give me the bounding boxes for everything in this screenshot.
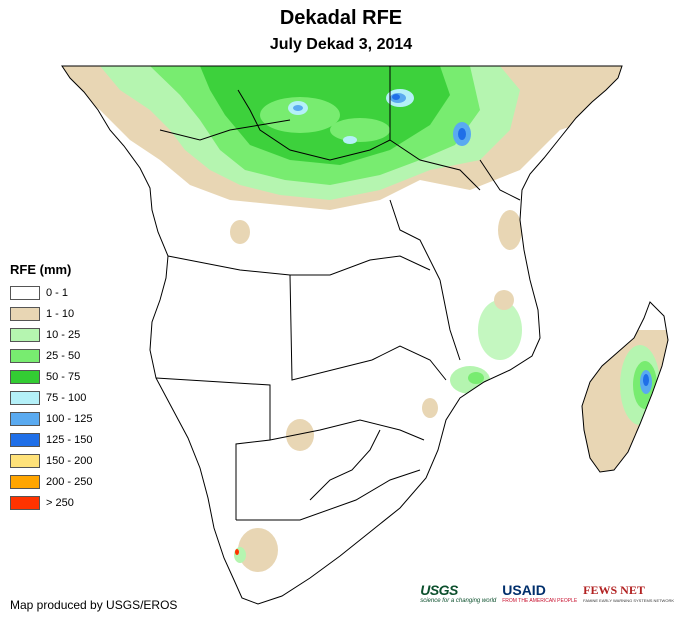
- map-credit: Map produced by USGS/EROS: [10, 598, 178, 612]
- legend-item: 25 - 50: [10, 345, 92, 366]
- legend-item: 200 - 250: [10, 471, 92, 492]
- legend-label: 75 - 100: [46, 391, 87, 404]
- legend-swatch: [10, 453, 40, 468]
- legend-swatch: [10, 306, 40, 321]
- legend-swatch: [10, 495, 40, 510]
- legend-label: 1 - 10: [46, 307, 75, 320]
- legend-item: 10 - 25: [10, 324, 92, 345]
- legend-swatch: [10, 432, 40, 447]
- usaid-logo-text: USAID: [502, 582, 546, 598]
- legend-label: 100 - 125: [46, 412, 93, 425]
- usgs-logo-text: USGS: [420, 582, 458, 598]
- legend-swatch: [10, 285, 40, 300]
- usaid-logo: USAID FROM THE AMERICAN PEOPLE: [502, 582, 577, 604]
- legend-item: 50 - 75: [10, 366, 92, 387]
- legend-label: 150 - 200: [46, 454, 93, 467]
- legend-swatch: [10, 348, 40, 363]
- legend-label: 25 - 50: [46, 349, 81, 362]
- usgs-tagline: science for a changing world: [420, 598, 497, 604]
- fewsnet-logo: FEWS NET FAMINE EARLY WARNING SYSTEMS NE…: [583, 583, 674, 603]
- legend-label: 10 - 25: [46, 328, 81, 341]
- legend-item: 125 - 150: [10, 429, 92, 450]
- legend-item: 150 - 200: [10, 450, 92, 471]
- legend-item: 1 - 10: [10, 303, 92, 324]
- map-title: Dekadal RFE: [279, 7, 403, 29]
- legend-swatch: [10, 474, 40, 489]
- country-borders: [61, 65, 669, 605]
- legend-label: 50 - 75: [46, 370, 81, 383]
- usaid-tagline: FROM THE AMERICAN PEOPLE: [502, 598, 578, 604]
- rainfall-field: [62, 66, 668, 572]
- legend-label: 0 - 1: [46, 286, 69, 299]
- legend-label: 200 - 250: [46, 475, 93, 488]
- legend-title: RFE (mm): [10, 262, 72, 277]
- logo-strip: USGS science for a changing world USAID …: [420, 582, 674, 604]
- legend-label: > 250: [46, 496, 74, 509]
- legend-swatch: [10, 369, 40, 384]
- legend-swatch: [10, 327, 40, 342]
- legend-item: > 250: [10, 492, 92, 513]
- legend: 0 - 1 1 - 10 10 - 25 25 - 50 50 - 75 75 …: [10, 282, 92, 513]
- usgs-logo: USGS science for a changing world: [420, 582, 496, 604]
- legend-swatch: [10, 411, 40, 426]
- fewsnet-logo-text: FEWS NET: [583, 583, 645, 597]
- map-subtitle: July Dekad 3, 2014: [269, 36, 413, 53]
- legend-swatch: [10, 390, 40, 405]
- legend-label: 125 - 150: [46, 433, 93, 446]
- legend-item: 100 - 125: [10, 408, 92, 429]
- legend-item: 75 - 100: [10, 387, 92, 408]
- legend-item: 0 - 1: [10, 282, 92, 303]
- fewsnet-tagline: FAMINE EARLY WARNING SYSTEMS NETWORK: [583, 598, 674, 603]
